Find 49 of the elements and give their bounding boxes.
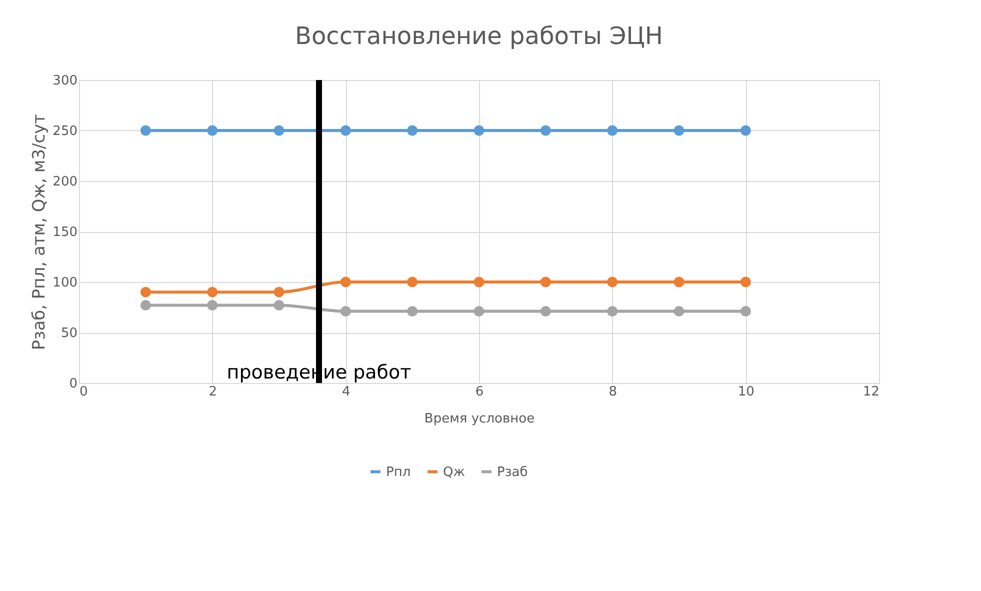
x-tick-label: 10 [738,384,754,400]
point [140,300,151,310]
point [340,306,351,317]
point [274,125,284,136]
point [407,276,418,288]
y-tick-label: 200 [52,174,78,190]
point [607,306,618,317]
point [407,306,418,317]
x-tick-label: 8 [608,384,617,400]
point [340,125,351,136]
y-tick-label: 150 [52,225,78,240]
point [607,276,618,288]
point [674,276,684,288]
y-tick-label: 100 [52,276,78,290]
point [540,125,551,136]
point [740,276,751,288]
point [140,125,151,136]
x-tick-label: 0 [80,384,88,400]
chart-title: Восстановление работы ЭЦН [295,22,663,50]
y-tick-label: 300 [52,74,78,88]
point [340,276,351,288]
point [540,276,551,288]
point [207,286,218,298]
x-tick-label: 2 [208,384,217,400]
point [740,125,751,136]
x-tick-label: 6 [475,384,484,400]
point [207,300,218,310]
point [274,286,284,298]
x-tick-label: 12 [862,384,880,400]
y-tick-label: 50 [60,326,78,341]
point [207,125,218,136]
point [540,306,551,317]
point [474,125,484,136]
y-tick-label: 250 [52,124,78,139]
point [674,306,684,317]
legend-label: Рзаб [497,464,528,480]
point [140,286,151,298]
point [274,300,284,310]
legend-label: Qж [443,464,466,480]
point [474,276,484,288]
y-axis-title: Рзаб, Рпл, атм, Qж, м3/сут [30,114,50,350]
point [674,125,684,136]
legend-label: Рпл [386,464,411,480]
x-tick-label: 4 [342,384,350,400]
point [740,306,751,317]
x-axis-title: Время условное [424,412,535,426]
point [607,125,618,136]
point [407,125,418,136]
point [474,306,484,317]
